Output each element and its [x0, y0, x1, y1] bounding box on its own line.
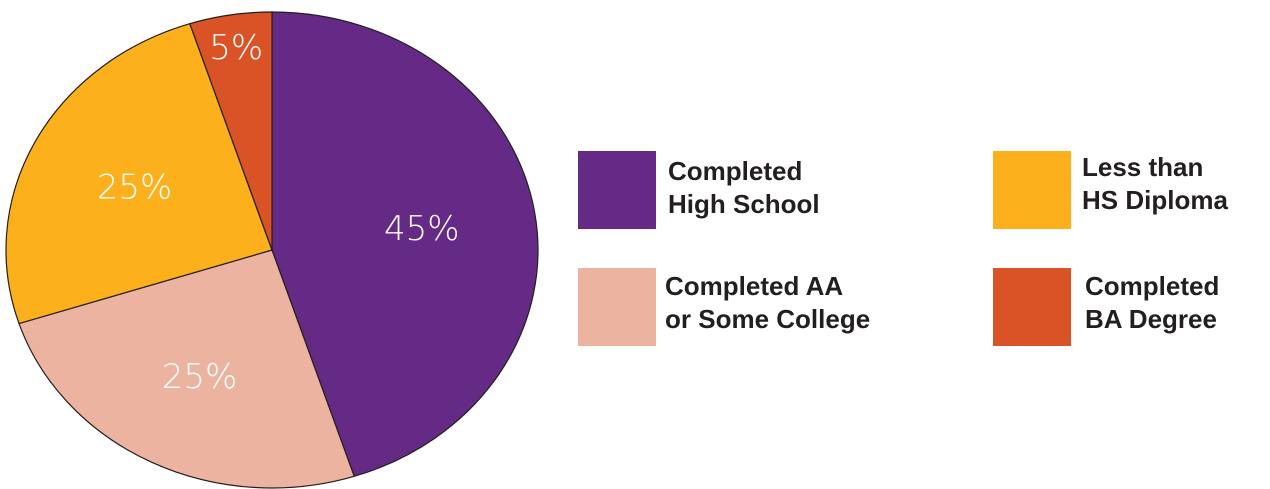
legend-swatch: [578, 268, 656, 346]
legend-label-line1: Completed AA: [665, 271, 844, 301]
slice-value-label: 5%: [209, 28, 263, 68]
pie-slice-less-than-hs-diploma: [5, 22, 273, 325]
legend-label: Completed AA or Some College: [665, 270, 870, 336]
legend-swatch: [993, 268, 1071, 346]
slice-value-label: 25%: [162, 357, 238, 397]
legend-label-line1: Less than: [1082, 152, 1204, 182]
legend-label: Less than HS Diploma: [1082, 151, 1228, 217]
legend-swatch: [578, 151, 656, 229]
pie-slice-completed-aa-or-some-college: [18, 249, 355, 489]
pie-slice-completed-ba-degree: [189, 11, 273, 251]
legend-label-line1: Completed: [1085, 271, 1220, 301]
legend-label-line2: BA Degree: [1085, 304, 1217, 334]
legend-label-line2: or Some College: [665, 304, 871, 334]
slice-value-label: 25%: [97, 167, 173, 207]
pie-slice-completed-high-school: [271, 11, 539, 478]
legend-label: Completed BA Degree: [1085, 270, 1219, 336]
legend-label-line2: High School: [668, 189, 820, 219]
legend-label: Completed High School: [668, 155, 820, 221]
slice-value-label: 45%: [384, 209, 460, 249]
legend-label-line2: HS Diploma: [1082, 185, 1228, 215]
legend-label-line1: Completed: [668, 156, 803, 186]
legend-swatch: [993, 151, 1071, 229]
